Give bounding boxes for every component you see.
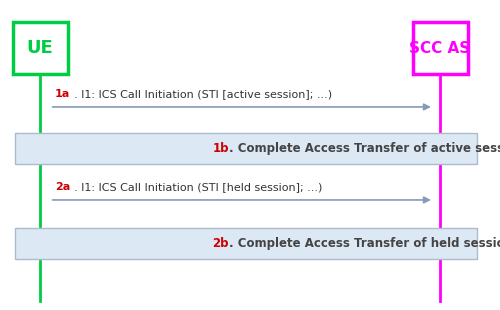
Text: 1a: 1a bbox=[55, 89, 70, 99]
Text: UE: UE bbox=[26, 39, 54, 57]
Text: 2a: 2a bbox=[55, 182, 70, 192]
Text: 1b: 1b bbox=[212, 142, 229, 155]
Text: 2b: 2b bbox=[212, 237, 229, 250]
Text: . Complete Access Transfer of active session: . Complete Access Transfer of active ses… bbox=[229, 142, 500, 155]
Bar bbox=[15, 133, 477, 164]
Bar bbox=[412, 22, 468, 74]
Text: SCC AS: SCC AS bbox=[410, 41, 470, 55]
Text: . I1: ICS Call Initiation (STI [active session]; ...): . I1: ICS Call Initiation (STI [active s… bbox=[74, 89, 332, 99]
Text: . I1: ICS Call Initiation (STI [held session]; ...): . I1: ICS Call Initiation (STI [held ses… bbox=[74, 182, 322, 192]
Text: . Complete Access Transfer of held session: . Complete Access Transfer of held sessi… bbox=[229, 237, 500, 250]
Bar bbox=[15, 228, 477, 259]
Bar bbox=[12, 22, 68, 74]
